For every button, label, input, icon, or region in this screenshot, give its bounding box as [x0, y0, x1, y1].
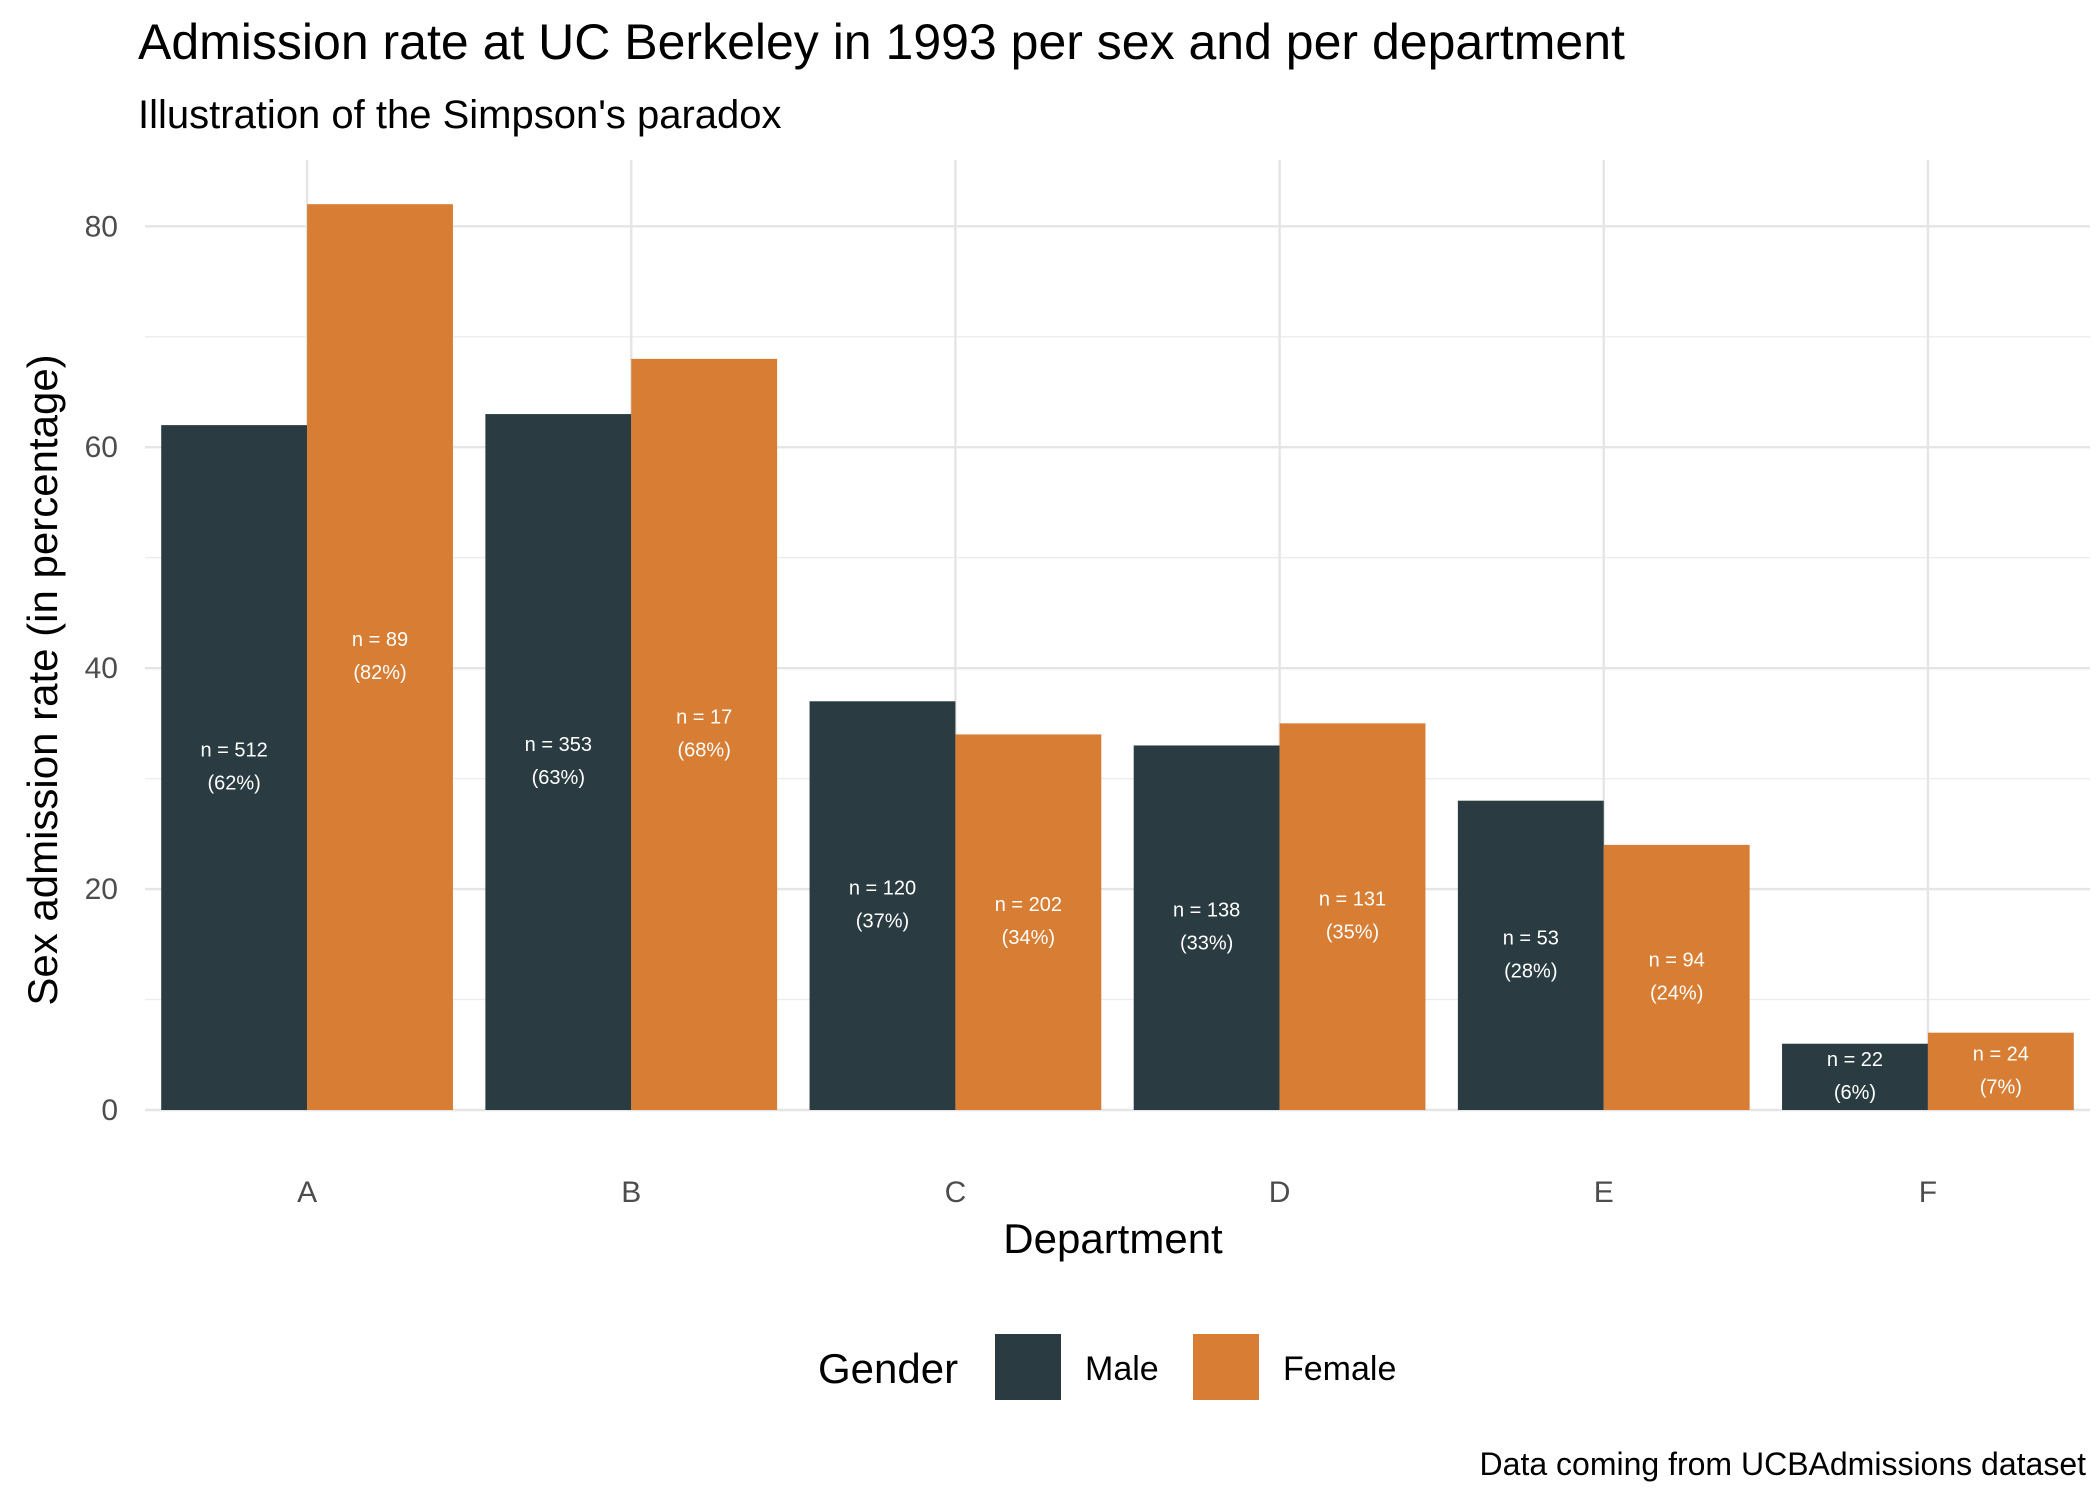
- bar-label-percent: (37%): [856, 911, 909, 933]
- x-tick-label-d: D: [1269, 1176, 1291, 1209]
- bar-male-c: [809, 701, 956, 1110]
- bar-label-count: n = 131: [1319, 889, 1386, 911]
- bar-label-count: n = 24: [1973, 1043, 2029, 1065]
- bar-female-b: [631, 358, 778, 1110]
- bar-male-a: [161, 425, 308, 1110]
- bar-label-percent: (68%): [678, 739, 731, 761]
- bars: [161, 204, 2074, 1111]
- x-tick-label-a: A: [297, 1176, 317, 1209]
- y-axis-ticks: 0 20 40 60 80: [85, 210, 118, 1127]
- bar-female-a: [307, 204, 453, 1111]
- bar-female-d: [1279, 723, 1426, 1110]
- y-axis-title: Sex admission rate (in percentage): [19, 354, 66, 1005]
- y-tick-label: 0: [101, 1094, 118, 1127]
- chart-subtitle: Illustration of the Simpson's paradox: [138, 93, 782, 137]
- bar-label-count: n = 89: [352, 629, 408, 651]
- y-tick-label: 80: [85, 210, 118, 243]
- legend-label-male: Male: [1085, 1350, 1159, 1388]
- x-tick-label-b: B: [621, 1176, 641, 1209]
- bar-label-percent: (6%): [1834, 1082, 1876, 1104]
- bar-label-count: n = 22: [1827, 1049, 1883, 1071]
- legend-swatch-male: [995, 1334, 1061, 1400]
- bar-label-percent: (7%): [1980, 1076, 2022, 1098]
- legend: Gender Male Female: [818, 1334, 1396, 1400]
- bar-label-percent: (35%): [1326, 922, 1379, 944]
- bar-label-percent: (62%): [207, 773, 260, 795]
- y-tick-label: 60: [85, 431, 118, 464]
- legend-items: Male Female: [995, 1334, 1396, 1400]
- chart-caption: Data coming from UCBAdmissions dataset: [1480, 1446, 2087, 1482]
- bar-label-percent: (28%): [1504, 960, 1557, 982]
- x-axis-ticks: A B C D E F: [297, 1176, 1937, 1209]
- bar-label-percent: (82%): [353, 662, 406, 684]
- y-tick-label: 20: [85, 873, 118, 906]
- bar-female-e: [1603, 844, 1750, 1110]
- bar-label-count: n = 138: [1173, 900, 1240, 922]
- bar-male-f: [1782, 1043, 1928, 1110]
- chart-title: Admission rate at UC Berkeley in 1993 pe…: [138, 14, 1625, 70]
- bar-label-count: n = 512: [200, 740, 267, 762]
- x-axis-title: Department: [1003, 1215, 1223, 1262]
- bar-label-count: n = 353: [525, 734, 592, 756]
- legend-title: Gender: [818, 1345, 958, 1392]
- bar-labels: n = 512 (62%) n = 353 (63%) n = 120 (37%) n = …: [200, 629, 2028, 1104]
- bar-male-b: [485, 414, 632, 1110]
- bar-label-count: n = 53: [1503, 927, 1559, 949]
- bar-label-count: n = 120: [849, 878, 916, 900]
- bar-label-count: n = 202: [995, 894, 1062, 916]
- bar-male-e: [1457, 800, 1604, 1110]
- x-tick-label-e: E: [1594, 1176, 1614, 1209]
- x-tick-label-f: F: [1919, 1176, 1937, 1209]
- bar-female-f: [1927, 1032, 2074, 1110]
- bar-label-percent: (34%): [1002, 927, 1055, 949]
- bar-label-count: n = 94: [1649, 949, 1705, 971]
- y-tick-label: 40: [85, 652, 118, 685]
- bar-label-count: n = 17: [676, 706, 732, 728]
- bar-label-percent: (63%): [532, 767, 585, 789]
- legend-swatch-female: [1193, 1334, 1259, 1400]
- bar-male-d: [1133, 745, 1280, 1110]
- legend-label-female: Female: [1283, 1350, 1396, 1388]
- bar-label-percent: (24%): [1650, 982, 1703, 1004]
- bar-female-c: [955, 734, 1102, 1110]
- bar-label-percent: (33%): [1180, 933, 1233, 955]
- x-tick-label-c: C: [945, 1176, 967, 1209]
